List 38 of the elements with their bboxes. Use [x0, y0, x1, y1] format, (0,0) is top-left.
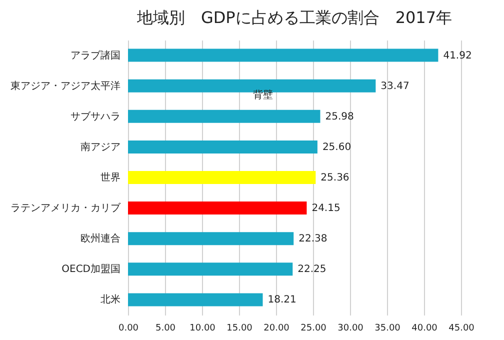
data-label: 22.38 — [298, 234, 328, 245]
x-tick-label: 10.00 — [190, 324, 216, 334]
bar — [128, 171, 316, 184]
y-tick-label: アラブ諸国 — [70, 49, 120, 62]
x-tick-label: 40.00 — [412, 324, 438, 334]
data-label: 24.15 — [312, 203, 340, 214]
y-tick-label: 北米 — [100, 294, 120, 306]
annotation: 背壁 — [253, 89, 273, 101]
bar — [128, 262, 293, 276]
data-label: 25.36 — [320, 172, 350, 184]
chart-title: 地域別 GDPに占める工業の割合 2017年 — [136, 8, 452, 27]
data-label: 41.92 — [443, 50, 472, 62]
y-tick-label: 東アジア・アジア太平洋 — [10, 80, 120, 92]
x-tick-label: 30.00 — [338, 324, 364, 334]
data-label: 33.47 — [380, 80, 410, 92]
bar — [128, 293, 263, 306]
x-tick-label: 0.00 — [118, 324, 139, 334]
x-tick-label: 45.00 — [448, 324, 475, 334]
x-tick-label: 5.00 — [155, 324, 176, 334]
x-tick-label: 15.00 — [226, 324, 253, 334]
x-tick-label: 20.00 — [264, 324, 290, 334]
bar — [128, 110, 320, 123]
x-tick-label: 35.00 — [374, 324, 401, 334]
bar — [128, 202, 307, 215]
bar — [128, 48, 438, 62]
y-tick-label: 世界 — [100, 172, 120, 184]
bar — [128, 232, 294, 246]
y-tick-label: OECD加盟国 — [62, 263, 120, 276]
x-tick-label: 25.00 — [300, 324, 327, 334]
data-label: 22.25 — [298, 264, 326, 276]
y-tick-label: サブサハラ — [70, 110, 120, 122]
y-tick-label: ラテンアメリカ・カリブ — [10, 202, 122, 214]
y-tick-label: 南アジア — [80, 140, 120, 153]
data-label: 25.98 — [325, 111, 354, 122]
data-label: 18.21 — [268, 294, 296, 306]
data-label: 25.60 — [322, 142, 352, 153]
y-tick-label: 欧州連合 — [80, 232, 120, 245]
bar — [128, 140, 318, 154]
